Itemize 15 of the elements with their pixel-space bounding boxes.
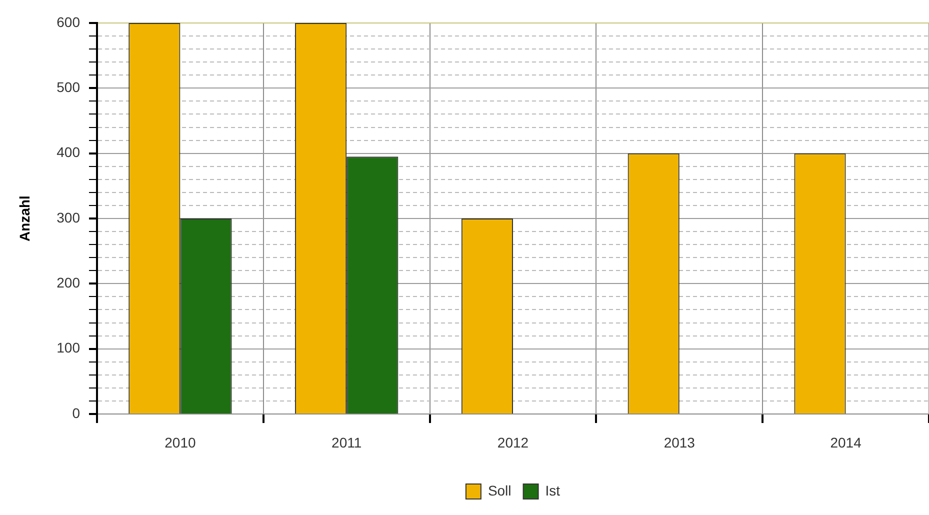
legend-label: Soll	[488, 482, 512, 498]
y-tick-label: 500	[56, 79, 80, 96]
y-tick-label: 0	[72, 404, 80, 421]
y-tick-label: 600	[56, 14, 80, 30]
y-tick-label: 100	[56, 340, 80, 356]
x-tick-label: 2014	[830, 434, 862, 450]
x-tick-label: 2013	[664, 434, 696, 450]
y-axis-title: Anzahl	[16, 196, 32, 242]
x-tick-label: 2011	[332, 434, 362, 450]
x-tick-label: 2010	[164, 434, 196, 450]
y-tick-label: 300	[56, 209, 80, 226]
x-tick-label: 2012	[497, 434, 529, 450]
legend-label: Ist	[545, 482, 560, 498]
y-tick-label: 400	[56, 144, 80, 160]
y-tick-label: 200	[56, 274, 80, 291]
